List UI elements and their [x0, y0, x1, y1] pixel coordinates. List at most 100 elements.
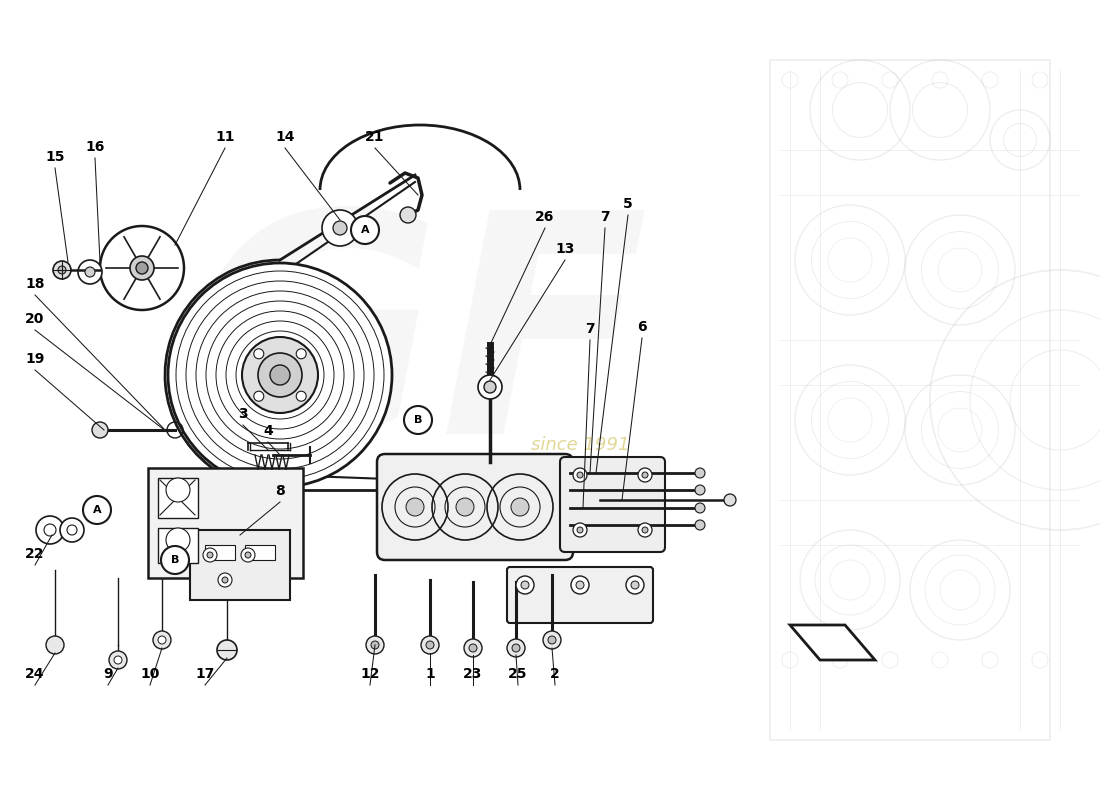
- Circle shape: [168, 263, 392, 487]
- Circle shape: [507, 639, 525, 657]
- Text: 1: 1: [425, 667, 435, 681]
- Text: B: B: [414, 415, 422, 425]
- Circle shape: [631, 581, 639, 589]
- Circle shape: [464, 639, 482, 657]
- Circle shape: [333, 221, 346, 235]
- Text: 10: 10: [141, 667, 160, 681]
- Circle shape: [456, 498, 474, 516]
- Bar: [158, 478, 198, 518]
- Circle shape: [254, 349, 264, 358]
- Circle shape: [217, 640, 236, 660]
- Text: a passion: a passion: [425, 476, 556, 504]
- Text: 2: 2: [550, 667, 560, 681]
- Text: 21: 21: [365, 130, 385, 144]
- Circle shape: [53, 261, 72, 279]
- Text: A: A: [361, 225, 370, 235]
- Circle shape: [296, 391, 306, 402]
- Circle shape: [114, 656, 122, 664]
- Circle shape: [426, 641, 434, 649]
- FancyBboxPatch shape: [377, 454, 573, 560]
- Text: 24: 24: [25, 667, 45, 681]
- Circle shape: [695, 468, 705, 478]
- Circle shape: [404, 406, 432, 434]
- FancyBboxPatch shape: [560, 457, 666, 552]
- Circle shape: [695, 520, 705, 530]
- Circle shape: [158, 636, 166, 644]
- Circle shape: [578, 527, 583, 533]
- Text: 4: 4: [263, 424, 273, 438]
- Text: 23: 23: [463, 667, 483, 681]
- Circle shape: [161, 546, 189, 574]
- Circle shape: [573, 523, 587, 537]
- Circle shape: [695, 485, 705, 495]
- Text: 26: 26: [536, 210, 554, 224]
- Circle shape: [400, 207, 416, 223]
- Circle shape: [548, 636, 556, 644]
- Circle shape: [578, 472, 583, 478]
- Circle shape: [521, 581, 529, 589]
- Circle shape: [60, 518, 84, 542]
- Text: 16: 16: [86, 140, 104, 154]
- FancyBboxPatch shape: [507, 567, 653, 623]
- Circle shape: [638, 523, 652, 537]
- Circle shape: [153, 631, 170, 649]
- Text: 17: 17: [196, 667, 214, 681]
- Text: 19: 19: [25, 352, 45, 366]
- Circle shape: [242, 337, 318, 413]
- Circle shape: [258, 353, 303, 397]
- Text: 6: 6: [637, 320, 647, 334]
- Text: for parts: for parts: [471, 500, 560, 520]
- Text: 3: 3: [239, 407, 248, 421]
- Circle shape: [166, 478, 190, 502]
- Text: 5: 5: [623, 197, 632, 211]
- Text: A: A: [92, 505, 101, 515]
- Text: since 1991: since 1991: [530, 436, 629, 454]
- Circle shape: [366, 636, 384, 654]
- Bar: [158, 528, 198, 563]
- Circle shape: [638, 468, 652, 482]
- Circle shape: [136, 262, 149, 274]
- Circle shape: [322, 210, 358, 246]
- Circle shape: [469, 644, 477, 652]
- Circle shape: [512, 498, 529, 516]
- Circle shape: [58, 266, 66, 274]
- Circle shape: [218, 573, 232, 587]
- Text: 11: 11: [216, 130, 234, 144]
- Circle shape: [724, 494, 736, 506]
- Circle shape: [695, 503, 705, 513]
- Text: 9: 9: [103, 667, 113, 681]
- Text: 20: 20: [25, 312, 45, 326]
- Circle shape: [270, 365, 290, 385]
- Circle shape: [36, 516, 64, 544]
- Bar: [245, 545, 275, 560]
- Circle shape: [626, 576, 644, 594]
- Circle shape: [222, 577, 228, 583]
- Text: 22: 22: [25, 547, 45, 561]
- Circle shape: [78, 260, 102, 284]
- Circle shape: [241, 548, 255, 562]
- Circle shape: [516, 576, 534, 594]
- Text: 7: 7: [585, 322, 595, 336]
- Circle shape: [478, 375, 502, 399]
- Bar: [770, 60, 1050, 740]
- Circle shape: [371, 641, 380, 649]
- Circle shape: [109, 651, 126, 669]
- Circle shape: [100, 226, 184, 310]
- Circle shape: [82, 496, 111, 524]
- Circle shape: [92, 422, 108, 438]
- Circle shape: [46, 636, 64, 654]
- Text: 15: 15: [45, 150, 65, 164]
- Bar: [205, 545, 235, 560]
- Circle shape: [484, 381, 496, 393]
- Circle shape: [207, 552, 213, 558]
- Circle shape: [245, 552, 251, 558]
- Text: 14: 14: [275, 130, 295, 144]
- Circle shape: [166, 528, 190, 552]
- Circle shape: [512, 644, 520, 652]
- Text: 18: 18: [25, 277, 45, 291]
- Circle shape: [85, 267, 95, 277]
- Text: B: B: [170, 555, 179, 565]
- Circle shape: [576, 581, 584, 589]
- Bar: [148, 468, 302, 578]
- Text: 7: 7: [601, 210, 609, 224]
